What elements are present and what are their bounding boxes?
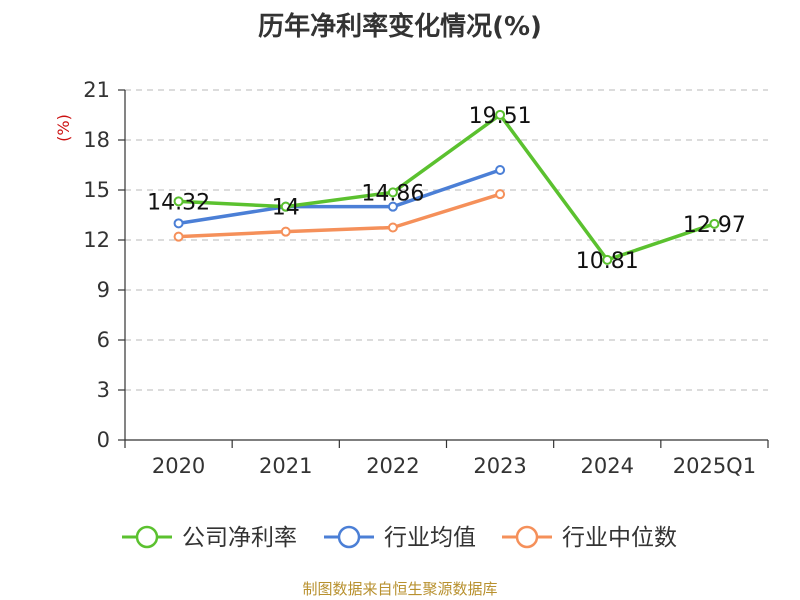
- chart-title: 历年净利率变化情况(%): [258, 12, 542, 42]
- series-group: [173, 109, 720, 265]
- y-tick-label: 18: [83, 128, 110, 152]
- x-tick-label: 2020: [152, 454, 205, 478]
- data-label: 14: [272, 196, 300, 221]
- data-label: 14.32: [147, 190, 210, 215]
- x-tick-label: 2022: [366, 454, 419, 478]
- legend-item-0[interactable]: 公司净利率: [122, 525, 297, 551]
- y-tick-label: 9: [97, 278, 110, 302]
- series-2-point-1: [280, 226, 291, 237]
- x-tick-label: 2023: [473, 454, 526, 478]
- y-axis-title: (%): [54, 114, 73, 142]
- series-2-point-3: [495, 189, 506, 200]
- x-tick-label: 2025Q1: [673, 454, 756, 478]
- x-tick-label: 2024: [581, 454, 634, 478]
- series-0-point-5: [709, 218, 720, 229]
- axes: 0 3 6 9 12 15 18 21 (%) 2020 2021 2022 2023 2024 2025Q…: [54, 78, 769, 478]
- legend-label-0: 公司净利率: [182, 525, 297, 551]
- data-label: 12.97: [683, 213, 746, 238]
- legend-marker-1: [337, 525, 361, 549]
- x-tick-label: 2021: [259, 454, 312, 478]
- series-line-1: [178, 168, 501, 226]
- y-tick-label: 3: [97, 378, 110, 402]
- y-tick-label: 6: [97, 328, 110, 352]
- series-line-2: [178, 192, 501, 239]
- series-2-point-0: [173, 231, 184, 242]
- legend-item-1[interactable]: 行业均值: [324, 525, 476, 551]
- data-label: 19.51: [469, 104, 532, 129]
- series-0-point-3: [495, 109, 506, 120]
- data-label: 10.81: [576, 249, 639, 274]
- legend-label-1: 行业均值: [384, 525, 476, 551]
- series-0-point-0: [173, 196, 184, 207]
- series-0-point-1: [280, 201, 291, 212]
- series-1-point-2: [387, 201, 398, 212]
- data-labels: 14.32 14 14.86 19.51 10.81 12.97: [147, 104, 746, 274]
- legend-marker-0: [135, 525, 159, 549]
- series-1-point-0: [173, 218, 184, 229]
- legend: 公司净利率 行业均值 行业中位数: [122, 525, 677, 551]
- y-tick-label: 21: [83, 78, 110, 102]
- y-tick-label: 12: [83, 228, 110, 252]
- data-source-note: 制图数据来自恒生聚源数据库: [302, 580, 498, 598]
- legend-marker-2: [515, 525, 539, 549]
- y-tick-label: 0: [97, 428, 110, 452]
- data-label: 14.86: [361, 181, 424, 206]
- series-0-point-4: [602, 254, 613, 265]
- legend-item-2[interactable]: 行业中位数: [502, 525, 677, 551]
- series-0-point-2: [387, 187, 398, 198]
- legend-label-2: 行业中位数: [562, 525, 677, 551]
- series-line-0: [178, 113, 715, 262]
- y-tick-label: 15: [83, 178, 110, 202]
- series-1-point-3: [495, 165, 506, 175]
- series-2-point-2: [387, 222, 398, 233]
